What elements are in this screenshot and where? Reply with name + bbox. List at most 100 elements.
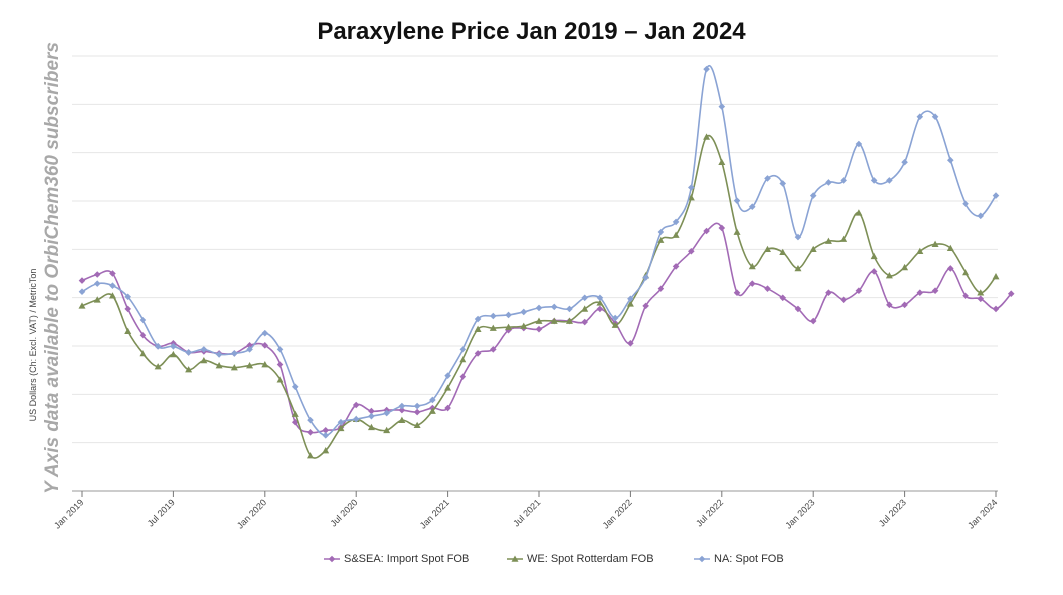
data-point: [672, 218, 680, 226]
data-point: [611, 314, 619, 322]
data-point: [657, 228, 665, 236]
data-point: [840, 177, 847, 184]
data-point: [642, 274, 649, 281]
legend-swatch: [694, 555, 710, 563]
data-point: [764, 245, 771, 253]
data-point: [992, 305, 1000, 313]
data-point: [840, 235, 848, 242]
data-point: [916, 247, 924, 255]
data-point: [291, 418, 299, 426]
data-point: [535, 304, 543, 312]
data-point: [383, 426, 391, 434]
data-point: [703, 65, 710, 73]
data-point: [124, 327, 132, 334]
data-point: [1007, 290, 1015, 298]
data-point: [474, 350, 482, 357]
x-tick-label: Jul 2022: [694, 497, 725, 528]
data-point: [809, 192, 817, 199]
data-point: [885, 272, 893, 279]
data-point: [398, 402, 406, 410]
data-point: [489, 324, 497, 331]
data-point: [886, 177, 893, 184]
data-point: [977, 289, 985, 296]
series-line: [81, 134, 997, 459]
legend-item[interactable]: NA: Spot FOB: [694, 553, 784, 565]
data-point: [428, 407, 436, 414]
data-point: [261, 329, 269, 337]
x-tick-label: Jan 2024: [966, 497, 999, 530]
data-point: [307, 452, 314, 459]
data-point: [109, 282, 116, 289]
data-point: [520, 322, 528, 329]
data-point: [550, 303, 558, 311]
data-point: [855, 209, 863, 216]
data-point: [444, 404, 451, 412]
data-point: [109, 270, 116, 277]
data-point: [520, 308, 528, 316]
data-point: [626, 300, 634, 307]
data-point: [794, 264, 802, 272]
data-point: [413, 421, 421, 429]
data-point: [962, 292, 969, 300]
x-axis: Jan 2019 Jul 2019 Jan 2020 Jul 2020 Jan 2021…: [52, 490, 999, 531]
legend-item[interactable]: WE: Spot Rotterdam FOB: [507, 553, 654, 565]
series-line: [81, 65, 997, 437]
data-point: [108, 292, 116, 299]
data-point: [307, 416, 314, 424]
x-tick-label: Jul 2023: [877, 497, 908, 528]
data-point: [627, 295, 634, 303]
data-point: [459, 346, 467, 353]
data-point: [748, 203, 756, 211]
legend-item[interactable]: S&SEA: Import Spot FOB: [324, 553, 469, 565]
data-point: [794, 233, 802, 241]
legend: S&SEA: Import Spot FOB WE: Spot Rotterdam…: [0, 553, 1063, 573]
data-point: [78, 277, 86, 284]
data-point: [322, 427, 330, 434]
data-point: [855, 140, 863, 148]
data-point: [992, 273, 1000, 280]
data-point: [916, 113, 924, 120]
data-point: [688, 184, 695, 191]
data-point: [566, 305, 573, 313]
data-point: [764, 175, 771, 182]
data-point: [931, 113, 939, 120]
data-point: [200, 357, 208, 364]
data-point: [535, 317, 543, 324]
data-point: [703, 133, 711, 140]
data-point: [825, 289, 832, 297]
data-point: [962, 268, 970, 276]
data-point: [93, 271, 101, 278]
data-point: [352, 415, 360, 423]
data-point: [246, 342, 253, 349]
data-point: [596, 294, 604, 302]
legend-swatch: [507, 555, 523, 562]
data-point: [215, 362, 223, 369]
data-point: [901, 263, 909, 271]
legend-marker: [698, 555, 706, 563]
data-point: [444, 384, 452, 391]
data-point: [779, 180, 787, 187]
data-point: [824, 237, 832, 244]
data-point: [565, 317, 573, 324]
data-point: [931, 287, 939, 294]
data-point: [748, 262, 756, 270]
data-point: [581, 318, 588, 326]
legend-marker: [511, 555, 519, 562]
x-tick-label: Jan 2022: [601, 497, 634, 530]
legend-label: S&SEA: Import Spot FOB: [344, 553, 470, 565]
data-point: [185, 366, 193, 373]
data-point: [459, 373, 467, 380]
data-point: [352, 401, 360, 409]
data-point: [505, 311, 512, 319]
data-point: [368, 412, 375, 420]
data-point: [124, 293, 131, 301]
data-point: [276, 361, 284, 368]
data-point: [337, 424, 345, 432]
data-point: [474, 325, 482, 332]
data-point: [962, 200, 969, 207]
data-point: [581, 294, 588, 302]
data-point: [170, 343, 177, 350]
data-point: [291, 383, 299, 391]
data-point: [459, 355, 467, 363]
data-point: [672, 263, 680, 270]
